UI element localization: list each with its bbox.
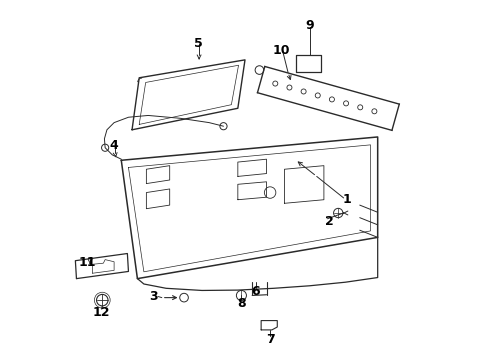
Text: 2: 2 [325,215,334,228]
Text: 7: 7 [266,333,274,346]
Text: 1: 1 [343,193,352,206]
Text: 12: 12 [93,306,110,319]
Text: 11: 11 [78,256,96,269]
Text: 4: 4 [110,139,119,152]
Text: 10: 10 [272,44,290,57]
Text: 5: 5 [194,37,203,50]
Text: 6: 6 [251,285,260,298]
Text: 9: 9 [305,19,314,32]
Text: 3: 3 [149,290,158,303]
Text: 8: 8 [237,297,245,310]
